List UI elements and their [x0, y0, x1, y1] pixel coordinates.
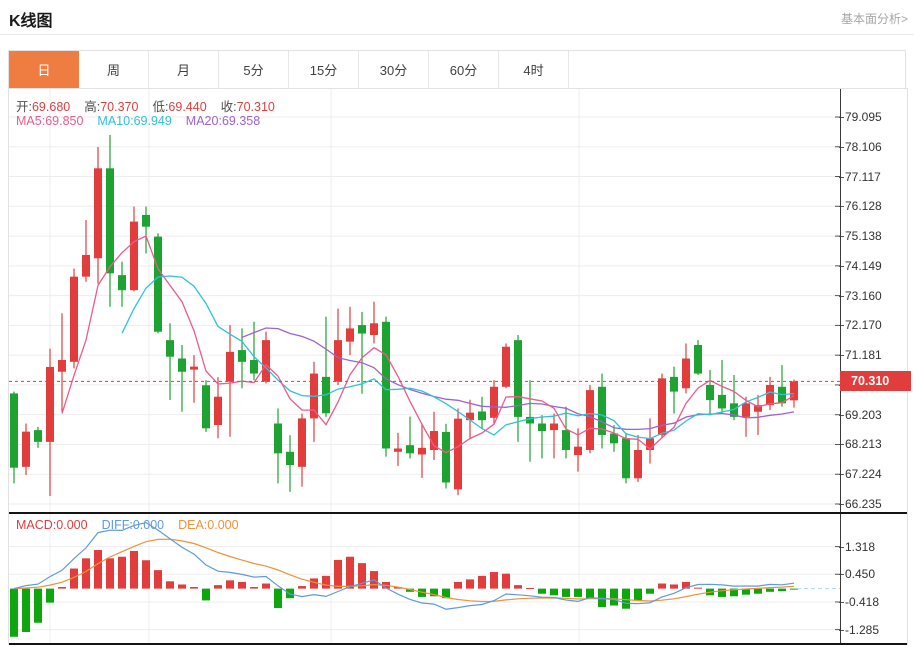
diff-line: [13, 521, 795, 610]
ma-legend: MA5:69.850 MA10:69.949 MA20:69.358: [16, 114, 260, 128]
y-axis-tick-label: 0.450: [839, 567, 905, 581]
ohlc-low: 低:69.440: [152, 100, 207, 114]
y-axis-tick-label: -0.418: [839, 595, 905, 609]
macd-macd: MACD:0.000: [16, 518, 88, 532]
panel-divider: [9, 512, 907, 514]
tab-30min[interactable]: 30分: [359, 51, 429, 88]
y-axis-tick-label: 78.106: [839, 140, 905, 154]
y-axis-tick-label: 66.235: [839, 497, 905, 511]
y-axis-tick-label: 74.149: [839, 259, 905, 273]
macd-lines-layer: [13, 521, 795, 610]
candles-layer: [10, 134, 798, 497]
candlestick-chart-canvas[interactable]: [9, 89, 840, 514]
ma-ma5: MA5:69.850: [16, 114, 84, 128]
y-axis-tick-label: 77.117: [839, 170, 905, 184]
y-axis-tick-label: 67.224: [839, 467, 905, 481]
chart-area: 开:69.680 高:70.370 低:69.440 收:70.310 MA5:69.…: [8, 88, 911, 645]
macd-dea: DEA:0.000: [178, 518, 239, 532]
ma-ma10: MA10:69.949: [97, 114, 172, 128]
dea-line: [13, 538, 795, 603]
y-axis-tick-label: 79.095: [839, 110, 905, 124]
ohlc-high: 高:70.370: [84, 100, 139, 114]
ohlc-open: 开:69.680: [16, 100, 71, 114]
y-axis-tick-label: 68.213: [839, 437, 905, 451]
tab-week[interactable]: 周: [79, 51, 149, 88]
ohlc-legend: 开:69.680 高:70.370 低:69.440 收:70.310: [16, 96, 275, 115]
ma5-line: [61, 235, 795, 454]
y-axis-tick-label: 69.203: [839, 408, 905, 422]
tab-60min[interactable]: 60分: [429, 51, 499, 88]
macd-chart-canvas[interactable]: [9, 514, 840, 645]
ma-lines-layer: [61, 235, 795, 454]
tab-month[interactable]: 月: [149, 51, 219, 88]
y-axis-tick-label: 76.128: [839, 199, 905, 213]
macd-diff: DIFF:0.000: [101, 518, 165, 532]
y-axis-tick-label: 72.170: [839, 318, 905, 332]
fundamental-analysis-link[interactable]: 基本面分析>: [840, 12, 908, 26]
tab-5min[interactable]: 5分: [219, 51, 289, 88]
y-axis-line: [840, 89, 841, 645]
page-title: K线图: [9, 13, 53, 30]
y-axis-tick-label: 1.318: [839, 540, 905, 554]
ohlc-close: 收:70.310: [220, 100, 275, 114]
macd-histogram-layer: [10, 550, 798, 637]
y-axis-tick-label: 75.138: [839, 229, 905, 243]
tab-4hour[interactable]: 4时: [499, 51, 569, 88]
y-axis-tick-label: 71.181: [839, 348, 905, 362]
timeframe-tabbar: 日周月 5分 15分 30分 60分 4时: [8, 50, 906, 88]
current-price-tag: 70.310: [840, 371, 911, 392]
price-gridlines: [9, 89, 840, 514]
header-divider: [0, 34, 914, 35]
y-axis-tick-label: -1.285: [839, 623, 905, 637]
y-axis-tick-label: 73.160: [839, 289, 905, 303]
tab-15min[interactable]: 15分: [289, 51, 359, 88]
tab-day[interactable]: 日: [9, 51, 79, 88]
macd-legend: MACD:0.000 DIFF:0.000 DEA:0.000: [16, 518, 239, 532]
ma-ma20: MA20:69.358: [185, 114, 261, 128]
ma10-line: [121, 275, 795, 440]
chart-bottom-border: [9, 643, 907, 645]
